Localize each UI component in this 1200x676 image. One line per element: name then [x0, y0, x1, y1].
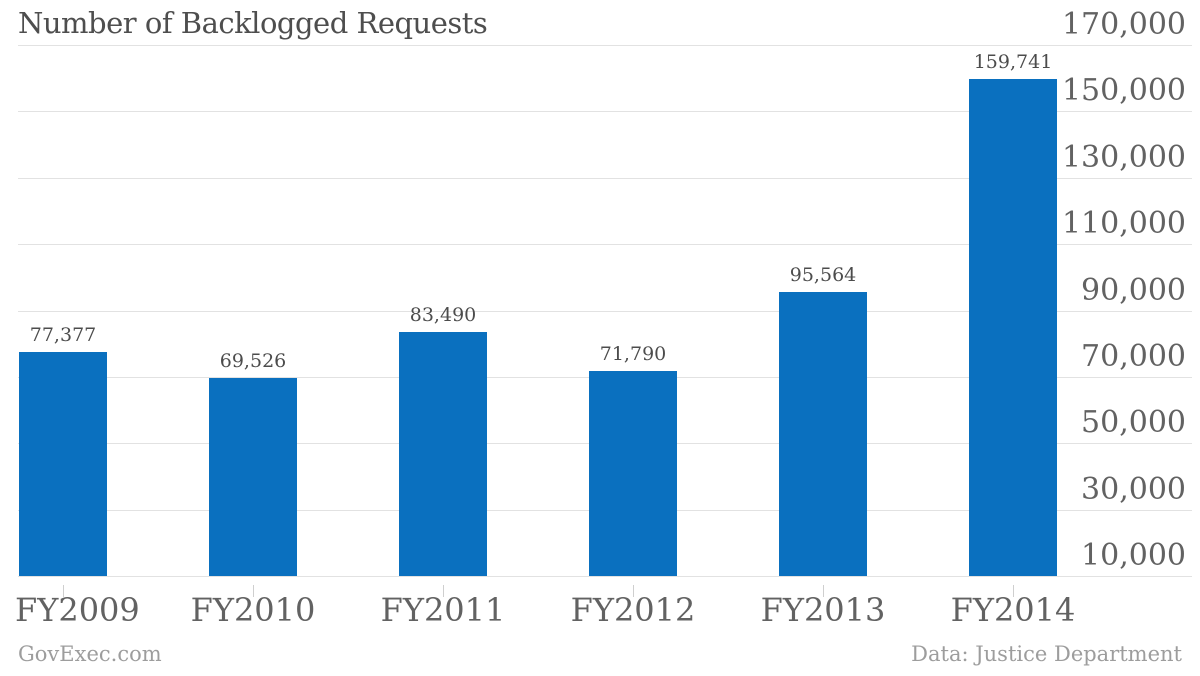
gridline: [18, 178, 1192, 179]
x-axis-category-label: FY2014: [950, 591, 1076, 629]
bar-FY2009: [19, 352, 107, 576]
gridline: [18, 111, 1192, 112]
bar-value-label: 69,526: [219, 350, 287, 373]
bar-value-label: 77,377: [29, 324, 97, 347]
chart-title: Number of Backlogged Requests: [18, 6, 488, 40]
gridline: [18, 45, 1192, 46]
gridline: [18, 576, 1192, 577]
source-attribution: GovExec.com: [18, 642, 162, 666]
bar-FY2010: [209, 378, 297, 576]
bar-value-label: 159,741: [973, 51, 1053, 74]
x-axis-tick: [823, 585, 824, 597]
x-axis-tick: [443, 585, 444, 597]
y-axis-tick-label: 170,000: [1061, 7, 1186, 42]
x-axis-tick: [633, 585, 634, 597]
bar-value-label: 71,790: [599, 342, 667, 365]
y-axis-tick-label: 10,000: [1081, 538, 1186, 573]
gridline: [18, 311, 1192, 312]
bar-FY2014: [969, 79, 1057, 576]
x-axis-category-label: FY2011: [380, 591, 506, 629]
y-axis-tick-label: 150,000: [1061, 73, 1186, 108]
x-axis-tick: [253, 585, 254, 597]
x-axis-tick: [1013, 585, 1014, 597]
bar-value-label: 83,490: [409, 304, 477, 327]
bar-FY2011: [399, 332, 487, 576]
x-axis-category-label: FY2013: [760, 591, 886, 629]
y-axis-tick-label: 30,000: [1081, 472, 1186, 507]
bar-FY2012: [589, 370, 677, 576]
x-axis-category-label: FY2010: [190, 591, 316, 629]
x-axis-category-label: FY2009: [15, 591, 140, 629]
bar-value-label: 95,564: [789, 264, 857, 287]
x-axis-category-label: FY2012: [570, 591, 696, 629]
y-axis-tick-label: 70,000: [1081, 339, 1186, 374]
data-source: Data: Justice Department: [911, 642, 1182, 666]
gridline: [18, 244, 1192, 245]
bar-FY2013: [779, 292, 867, 576]
y-axis-tick-label: 90,000: [1081, 273, 1186, 308]
y-axis-tick-label: 130,000: [1061, 140, 1186, 175]
x-axis-tick: [63, 585, 64, 597]
y-axis-tick-label: 110,000: [1061, 206, 1186, 241]
y-axis-tick-label: 50,000: [1081, 405, 1186, 440]
